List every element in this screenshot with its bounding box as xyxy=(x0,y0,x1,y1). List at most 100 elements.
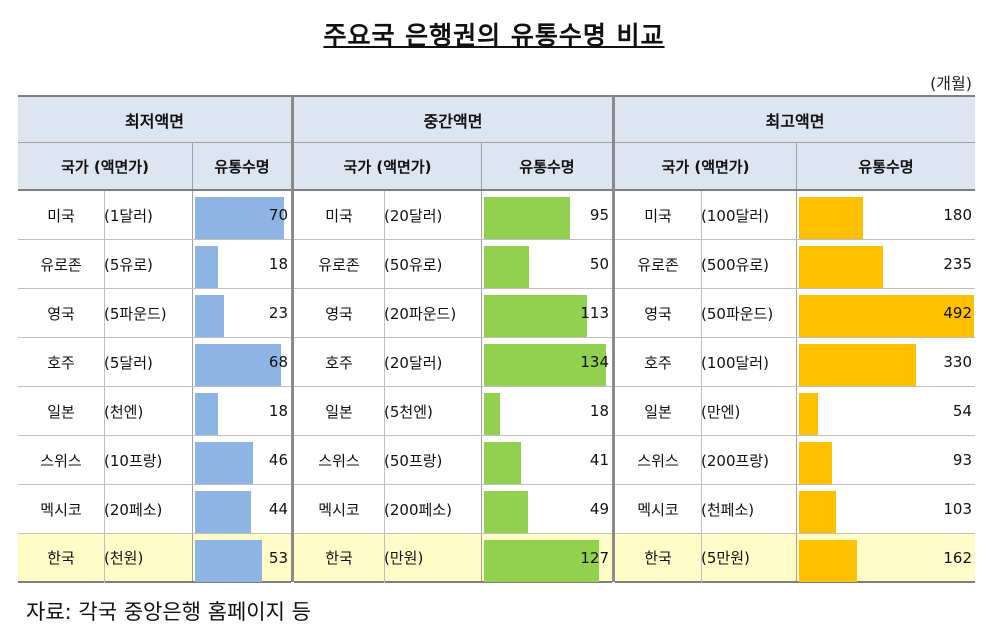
table-row: 미국 (100달러) 180 xyxy=(615,191,975,240)
country-name: 멕시코 xyxy=(318,500,360,519)
denomination: (10프랑) xyxy=(104,451,163,470)
value-cell: 113 xyxy=(481,289,612,337)
lifespan-bar xyxy=(799,491,836,533)
country-name: 호주 xyxy=(47,353,75,372)
value-cell: 18 xyxy=(192,387,291,435)
value-cell: 53 xyxy=(192,534,291,582)
denomination: (500유로) xyxy=(701,255,769,274)
lifespan-bar xyxy=(799,246,883,288)
value-cell: 54 xyxy=(796,387,975,435)
country-name: 유로존 xyxy=(637,255,679,274)
table-row: 호주 (5달러) 68 xyxy=(18,338,291,387)
value-cell: 93 xyxy=(796,436,975,484)
lifespan-bar xyxy=(484,393,500,435)
denomination: (200프랑) xyxy=(701,451,769,470)
denomination: (5천엔) xyxy=(384,402,433,421)
denomination: (20페소) xyxy=(104,500,163,519)
country-name: 한국 xyxy=(47,549,75,567)
lifespan-bar xyxy=(484,344,606,386)
lifespan-bar xyxy=(195,491,251,533)
value-cell: 49 xyxy=(481,485,612,533)
country-name: 호주 xyxy=(644,353,672,372)
column-divider xyxy=(104,191,105,583)
value-cell: 162 xyxy=(796,534,975,582)
country-name: 일본 xyxy=(47,402,75,421)
lifespan-bar xyxy=(195,393,218,435)
lifespan-value: 127 xyxy=(580,548,609,567)
table-row: 호주 (100달러) 330 xyxy=(615,338,975,387)
lifespan-value: 93 xyxy=(952,451,972,469)
denomination: (만엔) xyxy=(701,402,741,421)
lifespan-value: 70 xyxy=(268,206,288,224)
country-name: 유로존 xyxy=(40,255,82,274)
lifespan-value: 44 xyxy=(268,500,288,518)
lifespan-bar xyxy=(484,295,587,337)
table-row: 한국 (만원) 127 xyxy=(294,534,612,583)
table-row: 멕시코 (천페소) 103 xyxy=(615,485,975,534)
panel-group-3: 최고액면 국가 (액면가) 유통수명 미국 (100달러) 180 유로존 (500유로) 23… xyxy=(615,95,975,583)
denomination: (만원) xyxy=(384,549,424,567)
lifespan-value: 113 xyxy=(580,304,609,322)
value-cell: 235 xyxy=(796,240,975,288)
country-name: 일본 xyxy=(325,402,353,421)
table-row: 스위스 (50프랑) 41 xyxy=(294,436,612,485)
table-row: 일본 (만엔) 54 xyxy=(615,387,975,436)
lifespan-value: 18 xyxy=(268,402,288,420)
lifespan-bar xyxy=(195,540,262,582)
value-cell: 95 xyxy=(481,191,612,239)
country-column-header: 국가 (액면가) xyxy=(343,157,432,176)
lifespan-bar xyxy=(799,540,857,582)
lifespan-bar xyxy=(484,246,529,288)
value-column-header: 유통수명 xyxy=(481,143,612,189)
denomination: (50프랑) xyxy=(384,451,443,470)
table-row: 스위스 (10프랑) 46 xyxy=(18,436,291,485)
country-name: 미국 xyxy=(644,206,672,225)
lifespan-value: 41 xyxy=(589,451,609,469)
denomination: (5달러) xyxy=(104,353,153,372)
denomination: (5파운드) xyxy=(104,304,167,323)
value-cell: 103 xyxy=(796,485,975,533)
group-header: 최저액면 xyxy=(18,95,291,143)
value-cell: 127 xyxy=(481,534,612,582)
lifespan-bar xyxy=(195,246,218,288)
lifespan-value: 492 xyxy=(943,304,972,322)
denomination: (5만원) xyxy=(701,549,750,567)
country-name: 스위스 xyxy=(637,451,679,470)
value-cell: 50 xyxy=(481,240,612,288)
lifespan-bar xyxy=(799,197,863,239)
value-column-header: 유통수명 xyxy=(192,143,291,189)
country-name: 일본 xyxy=(644,402,672,421)
country-name: 영국 xyxy=(47,304,75,323)
country-name: 한국 xyxy=(644,549,672,567)
table-row: 멕시코 (200페소) 49 xyxy=(294,485,612,534)
column-header-row: 국가 (액면가) 유통수명 xyxy=(615,143,975,191)
lifespan-bar xyxy=(799,442,832,484)
denomination: (200페소) xyxy=(384,500,452,519)
table-row: 유로존 (500유로) 235 xyxy=(615,240,975,289)
denomination: (50파운드) xyxy=(701,304,774,323)
unit-label: (개월) xyxy=(930,74,972,93)
lifespan-value: 103 xyxy=(943,500,972,518)
group-header: 중간액면 xyxy=(294,95,612,143)
table-row: 유로존 (50유로) 50 xyxy=(294,240,612,289)
country-column-header: 국가 (액면가) xyxy=(61,157,149,176)
lifespan-value: 162 xyxy=(943,548,972,567)
value-cell: 68 xyxy=(192,338,291,386)
country-name: 멕시코 xyxy=(637,500,679,519)
value-cell: 23 xyxy=(192,289,291,337)
source-note: 자료: 각국 중앙은행 홈페이지 등 xyxy=(26,600,311,624)
lifespan-bar xyxy=(195,344,281,386)
lifespan-value: 53 xyxy=(268,548,288,567)
value-cell: 180 xyxy=(796,191,975,239)
page-title: 주요국 은행권의 유통수명 비교 xyxy=(323,21,665,50)
lifespan-value: 18 xyxy=(268,255,288,273)
lifespan-value: 49 xyxy=(589,500,609,518)
value-column-header: 유통수명 xyxy=(796,143,975,189)
column-header-row: 국가 (액면가) 유통수명 xyxy=(18,143,291,191)
lifespan-value: 180 xyxy=(943,206,972,224)
lifespan-value: 18 xyxy=(589,402,609,420)
lifespan-bar xyxy=(799,344,916,386)
denomination: (천엔) xyxy=(104,402,144,421)
lifespan-value: 330 xyxy=(943,353,972,371)
country-name: 멕시코 xyxy=(40,500,82,519)
